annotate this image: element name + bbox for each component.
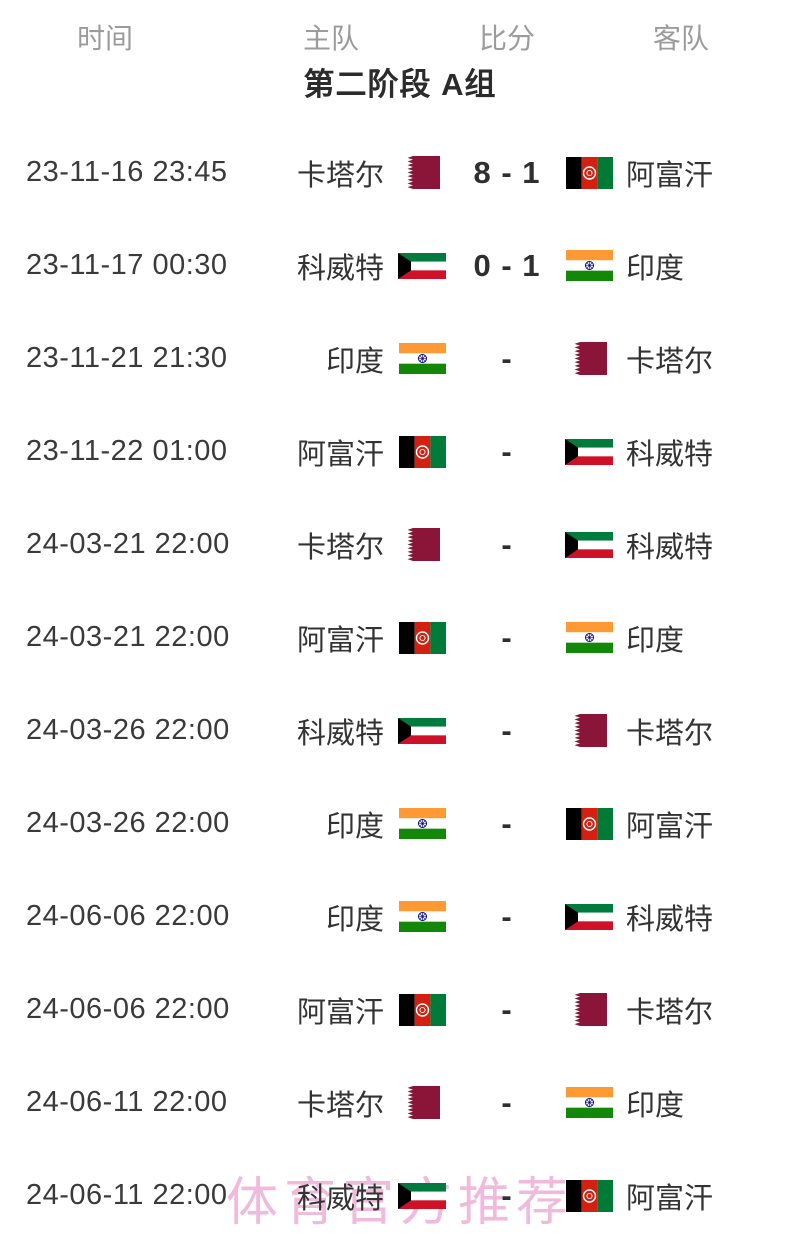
match-score: - xyxy=(501,1084,513,1120)
match-row[interactable]: 23-11-16 23:45 卡塔尔 8 - 1 阿富汗 xyxy=(0,126,800,219)
match-time: 24-06-11 22:00 xyxy=(26,1086,228,1118)
match-score: - xyxy=(501,526,513,562)
match-score: - xyxy=(501,619,513,655)
stage-group-title: 第二阶段 A组 xyxy=(303,67,497,102)
match-time: 24-06-06 22:00 xyxy=(26,993,230,1025)
away-team-name: 阿富汗 xyxy=(626,810,714,843)
match-time: 24-03-21 22:00 xyxy=(26,528,230,560)
match-row[interactable]: 24-03-26 22:00 印度 - 阿富汗 xyxy=(0,777,800,870)
qatar-flag-icon xyxy=(392,156,452,189)
match-row[interactable]: 24-03-21 22:00 卡塔尔 - 科威特 xyxy=(0,498,800,591)
kuwait-flag-icon xyxy=(562,531,616,558)
match-time: 24-03-21 22:00 xyxy=(26,621,230,653)
match-time: 23-11-21 21:30 xyxy=(26,342,228,374)
india-flag-icon xyxy=(392,808,452,839)
india-flag-icon xyxy=(562,1087,616,1118)
kuwait-flag-icon xyxy=(562,438,616,465)
afghanistan-flag-icon xyxy=(392,435,452,468)
match-row[interactable]: 24-06-11 22:00 卡塔尔 - 印度 xyxy=(0,1056,800,1149)
match-time: 24-03-26 22:00 xyxy=(26,714,230,746)
away-team-name: 阿富汗 xyxy=(626,159,714,192)
match-time: 24-06-06 22:00 xyxy=(26,900,230,932)
match-score: - xyxy=(501,712,513,748)
away-team-name: 卡塔尔 xyxy=(626,345,714,378)
afghanistan-flag-icon xyxy=(562,807,616,840)
match-score: 8 - 1 xyxy=(473,154,541,190)
match-score: - xyxy=(501,805,513,841)
kuwait-flag-icon xyxy=(392,252,452,279)
india-flag-icon xyxy=(562,622,616,653)
match-row[interactable]: 23-11-17 00:30 科威特 0 - 1 印度 xyxy=(0,219,800,312)
india-flag-icon xyxy=(562,250,616,281)
match-row[interactable]: 24-06-06 22:00 阿富汗 - 卡塔尔 xyxy=(0,963,800,1056)
column-header-score: 比分 xyxy=(478,23,535,54)
home-team-name: 印度 xyxy=(325,345,384,378)
qatar-flag-icon xyxy=(562,714,616,747)
match-row[interactable]: 24-03-21 22:00 阿富汗 - 印度 xyxy=(0,591,800,684)
match-score: - xyxy=(501,898,513,934)
away-team-name: 印度 xyxy=(626,1089,685,1122)
kuwait-flag-icon xyxy=(392,717,452,744)
kuwait-flag-icon xyxy=(392,1182,452,1209)
away-team-name: 卡塔尔 xyxy=(626,996,714,1029)
qatar-flag-icon xyxy=(392,528,452,561)
column-header-time: 时间 xyxy=(76,23,133,54)
away-team-name: 印度 xyxy=(626,624,685,657)
match-time: 24-03-26 22:00 xyxy=(26,807,230,839)
home-team-name: 卡塔尔 xyxy=(296,531,384,564)
home-team-name: 卡塔尔 xyxy=(296,1089,384,1122)
match-score: 0 - 1 xyxy=(473,247,541,283)
home-team-name: 阿富汗 xyxy=(296,996,384,1029)
home-team-name: 卡塔尔 xyxy=(296,159,384,192)
match-time: 23-11-16 23:45 xyxy=(26,156,228,188)
india-flag-icon xyxy=(392,901,452,932)
match-row[interactable]: 24-06-11 22:00 科威特 - 阿富汗 xyxy=(0,1149,800,1233)
match-time: 23-11-22 01:00 xyxy=(26,435,228,467)
match-time: 24-06-11 22:00 xyxy=(26,1179,228,1211)
afghanistan-flag-icon xyxy=(392,621,452,654)
afghanistan-flag-icon xyxy=(392,993,452,1026)
match-score: - xyxy=(501,991,513,1027)
afghanistan-flag-icon xyxy=(562,1179,616,1212)
home-team-name: 科威特 xyxy=(296,717,384,750)
away-team-name: 科威特 xyxy=(626,438,714,471)
qatar-flag-icon xyxy=(562,993,616,1026)
home-team-name: 科威特 xyxy=(296,252,384,285)
match-row[interactable]: 24-06-06 22:00 印度 - 科威特 xyxy=(0,870,800,963)
away-team-name: 卡塔尔 xyxy=(626,717,714,750)
column-header-home: 主队 xyxy=(302,23,359,54)
match-time: 23-11-17 00:30 xyxy=(26,249,228,281)
column-header-away: 客队 xyxy=(652,23,709,54)
qatar-flag-icon xyxy=(562,342,616,375)
match-score: - xyxy=(501,433,513,469)
away-team-name: 科威特 xyxy=(626,531,714,564)
qatar-flag-icon xyxy=(392,1086,452,1119)
away-team-name: 科威特 xyxy=(626,903,714,936)
home-team-name: 印度 xyxy=(325,903,384,936)
away-team-name: 阿富汗 xyxy=(626,1182,714,1215)
match-row[interactable]: 23-11-22 01:00 阿富汗 - 科威特 xyxy=(0,405,800,498)
india-flag-icon xyxy=(392,343,452,374)
home-team-name: 科威特 xyxy=(296,1182,384,1215)
kuwait-flag-icon xyxy=(562,903,616,930)
match-list: 23-11-16 23:45 卡塔尔 8 - 1 阿富汗 23-11-17 00… xyxy=(0,126,800,1233)
match-row[interactable]: 23-11-21 21:30 印度 - 卡塔尔 xyxy=(0,312,800,405)
away-team-name: 印度 xyxy=(626,252,685,285)
home-team-name: 印度 xyxy=(325,810,384,843)
match-score: - xyxy=(501,340,513,376)
home-team-name: 阿富汗 xyxy=(296,624,384,657)
afghanistan-flag-icon xyxy=(562,156,616,189)
home-team-name: 阿富汗 xyxy=(296,438,384,471)
table-header: 时间 主队 比分 客队 xyxy=(0,0,800,56)
match-score: - xyxy=(501,1177,513,1213)
match-row[interactable]: 24-03-26 22:00 科威特 - 卡塔尔 xyxy=(0,684,800,777)
